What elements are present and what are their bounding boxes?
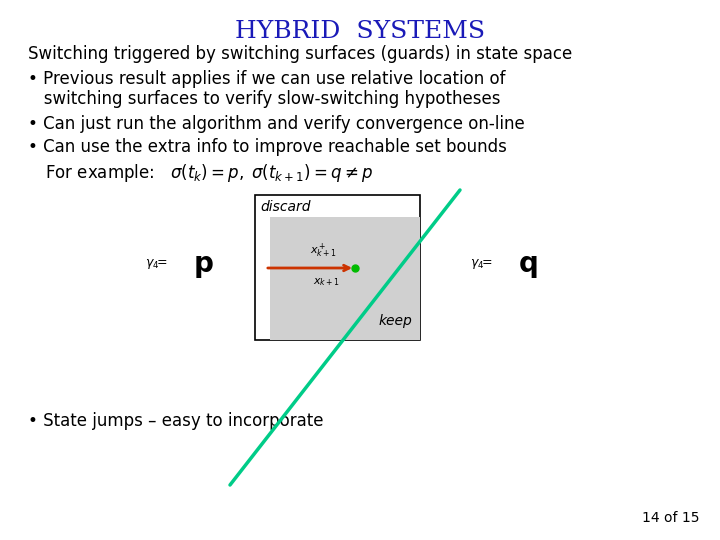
Text: For example:   $\sigma(t_k) = p,\;  \sigma(t_{k+1}) = q \neq p$: For example: $\sigma(t_k) = p,\; \sigma(… xyxy=(45,162,374,184)
Text: $\gamma_4\!\!=\!$: $\gamma_4\!\!=\!$ xyxy=(470,257,493,271)
Text: discard: discard xyxy=(260,200,310,214)
Text: • State jumps – easy to incorporate: • State jumps – easy to incorporate xyxy=(28,412,323,430)
Text: $\mathbf{q}$: $\mathbf{q}$ xyxy=(518,252,538,280)
Text: keep: keep xyxy=(378,314,412,328)
Text: • Can just run the algorithm and verify convergence on-line: • Can just run the algorithm and verify … xyxy=(28,115,525,133)
Text: switching surfaces to verify slow-switching hypotheses: switching surfaces to verify slow-switch… xyxy=(28,90,500,108)
Text: $x_{k+1}$: $x_{k+1}$ xyxy=(312,276,340,288)
Bar xyxy=(255,195,420,340)
Text: HYBRID  SYSTEMS: HYBRID SYSTEMS xyxy=(235,20,485,43)
Text: Switching triggered by switching surfaces (guards) in state space: Switching triggered by switching surface… xyxy=(28,45,572,63)
Text: 14 of 15: 14 of 15 xyxy=(642,511,700,525)
Text: $\mathbf{p}$: $\mathbf{p}$ xyxy=(193,252,214,280)
Bar xyxy=(270,217,420,340)
Text: • Previous result applies if we can use relative location of: • Previous result applies if we can use … xyxy=(28,70,505,88)
Text: $\gamma_4\!\!=\!$: $\gamma_4\!\!=\!$ xyxy=(145,257,168,271)
Text: $x_{k+1}^+$: $x_{k+1}^+$ xyxy=(310,242,337,260)
Text: • Can use the extra info to improve reachable set bounds: • Can use the extra info to improve reac… xyxy=(28,138,507,156)
